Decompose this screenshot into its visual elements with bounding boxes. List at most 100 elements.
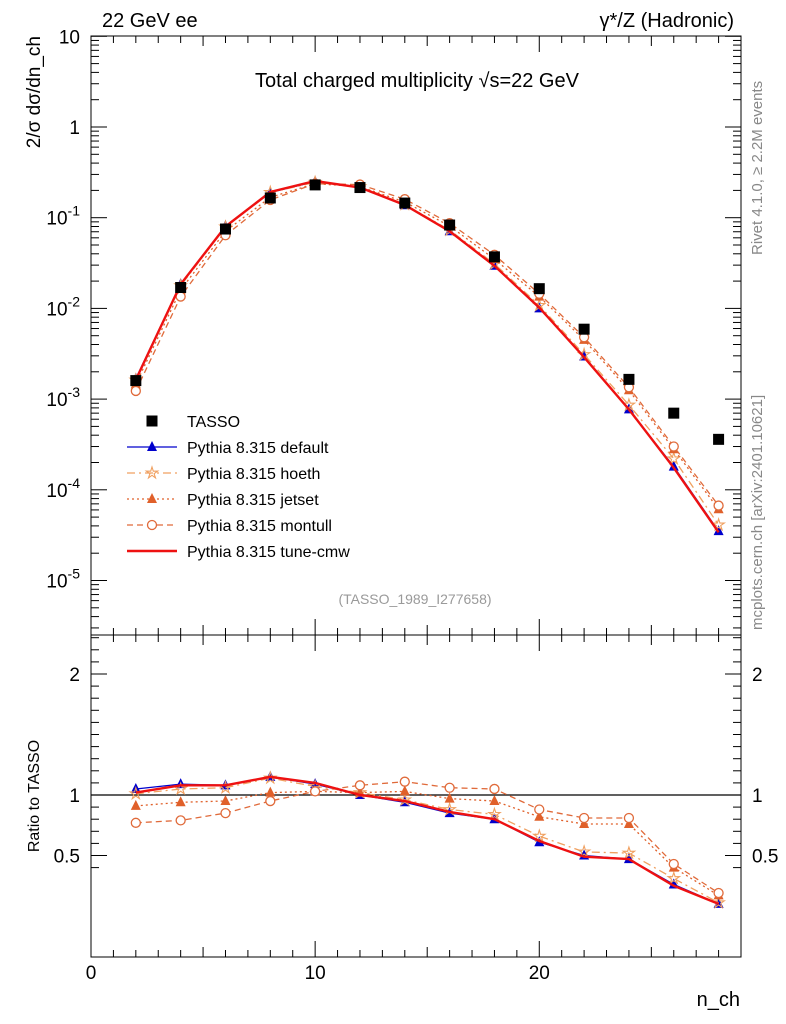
ratio-point [713, 887, 724, 899]
y-axis-label: 2/σ dσ/dn_ch [24, 36, 45, 148]
series-point [130, 385, 141, 397]
legend: TASSO Pythia 8.315 default Pythia 8.315 ho… [127, 414, 350, 561]
rivet-label: Rivet 4.1.0, ≥ 2.2M events [749, 81, 766, 255]
ratio-point [489, 783, 500, 795]
legend-label: Pythia 8.315 jetset [187, 492, 319, 509]
series-line [135, 183, 720, 506]
legend-entry: Pythia 8.315 default [127, 440, 329, 457]
legend-label: Pythia 8.315 hoeth [187, 466, 320, 483]
tick-labels: 0 10 20 10-5 10-4 10-3 10-2 10-1 1 10 0.5 0.5 1 1 2 2 [46, 27, 778, 984]
ratio-point [399, 785, 410, 796]
series-pythia-8-315-tune-cmw [134, 179, 720, 533]
y-tick-label: 10-5 [46, 566, 80, 593]
ratio-y-tick-label: 2 [69, 665, 80, 686]
data-point [130, 375, 142, 387]
ratio-pythia-8-315-tune-cmw [135, 775, 720, 906]
legend-entry: Pythia 8.315 montull [127, 518, 332, 535]
ratio-point [444, 782, 455, 793]
ratio-point [175, 815, 186, 826]
ratio-point [220, 795, 231, 806]
data-point [175, 281, 187, 293]
series-point [713, 525, 724, 536]
ratio-point [531, 828, 547, 843]
ratio-point [354, 780, 366, 791]
data-point [623, 373, 635, 385]
ratio-point [666, 870, 682, 885]
data-point [578, 323, 590, 335]
series-line [134, 179, 720, 533]
legend-label: Pythia 8.315 default [187, 440, 329, 457]
legend-marker [147, 441, 157, 451]
analysis-tag: (TASSO_1989_I277658) [338, 591, 491, 607]
ratio-point [130, 799, 141, 810]
ratio-point [265, 795, 276, 807]
legend-marker [147, 493, 157, 503]
ratio-pythia-8-315-default [130, 770, 724, 908]
legend-entry: TASSO [146, 414, 240, 431]
ratio-point [399, 776, 410, 787]
data-point [354, 182, 366, 194]
ratio-point [534, 810, 545, 821]
ratio-point [623, 812, 635, 824]
ratio-point [486, 806, 502, 821]
data-point [264, 192, 276, 204]
legend-label: Pythia 8.315 montull [187, 518, 332, 535]
data-point [219, 223, 231, 235]
data-point [488, 251, 500, 263]
header-left: 22 GeV ee [102, 10, 198, 32]
axis-ticks [90, 35, 742, 957]
ratio-point [711, 894, 727, 909]
ratio-point [309, 786, 321, 797]
x-tick-label: 0 [86, 963, 97, 984]
ratio-point [668, 858, 679, 870]
series-pythia-8-315-jetset [130, 177, 724, 514]
ratio-pythia-8-315-hoeth [128, 770, 727, 909]
legend-marker [146, 415, 158, 427]
ratio-y-tick-label: 1 [69, 786, 80, 807]
ratio-point [262, 770, 278, 785]
legend-marker [144, 465, 160, 480]
data-point [309, 179, 321, 191]
ratio-y-tick-label: 0.5 [54, 847, 80, 868]
data-point [668, 407, 680, 419]
ratio-point [130, 817, 141, 828]
legend-label: TASSO [187, 414, 240, 431]
ratio-line [135, 777, 719, 904]
ratio-y-axis-label: Ratio to TASSO [26, 740, 43, 852]
ratio-point [534, 804, 545, 815]
x-tick-label: 20 [529, 963, 550, 984]
ratio-point [576, 844, 592, 859]
mcplots-label: mcplots.cern.ch [arXiv:2401.10621] [749, 395, 766, 630]
ratio-point [578, 812, 590, 824]
data-point [444, 219, 456, 231]
ratio-point [265, 786, 276, 797]
ratio-y-tick-label-right: 0.5 [752, 847, 778, 868]
series-point [668, 441, 679, 452]
ratio-line [135, 776, 719, 905]
ratio-y-tick-label-right: 2 [752, 665, 763, 686]
x-axis-label: n_ch [697, 989, 740, 1011]
series-point [713, 500, 724, 511]
ratio-line [135, 781, 719, 894]
series-point [711, 517, 727, 532]
main-series [128, 174, 727, 536]
series-tasso-data [130, 179, 725, 445]
y-tick-label: 1 [69, 118, 80, 139]
series-point [668, 460, 679, 471]
legend-entry: Pythia 8.315 tune-cmw [127, 544, 350, 561]
header-right: γ*/Z (Hadronic) [600, 10, 734, 32]
data-point [713, 433, 725, 445]
ratio-line [135, 775, 720, 906]
y-tick-label: 10 [59, 27, 80, 48]
legend-marker [146, 519, 158, 531]
y-tick-label: 10-4 [46, 475, 80, 502]
ratio-y-tick-label-right: 1 [752, 786, 763, 807]
legend-label: Pythia 8.315 tune-cmw [187, 544, 350, 561]
x-tick-label: 10 [305, 963, 326, 984]
ratio-point [621, 845, 637, 860]
y-tick-label: 10-2 [46, 293, 80, 320]
ratio-pythia-8-315-montull [130, 776, 724, 899]
data-point [533, 283, 545, 295]
ratio-point [444, 792, 455, 803]
